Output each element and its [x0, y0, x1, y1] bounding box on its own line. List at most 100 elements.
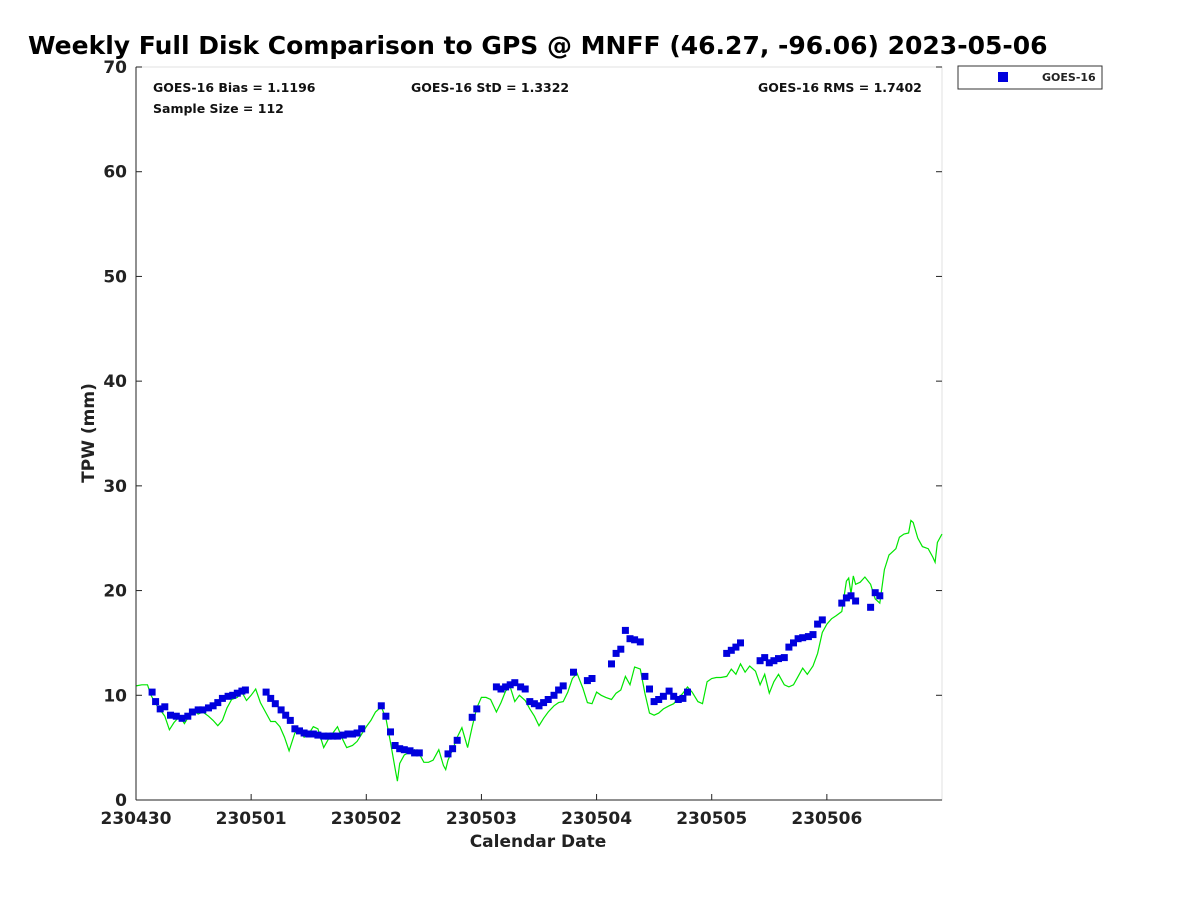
goes16-point — [684, 688, 691, 696]
x-tick-label: 230505 — [676, 809, 747, 829]
goes16-point — [241, 686, 249, 694]
legend-marker — [998, 72, 1008, 82]
goes16-point — [540, 699, 548, 707]
goes16-point — [497, 685, 505, 693]
goes16-point — [559, 682, 567, 690]
goes16-point — [650, 698, 658, 706]
y-tick-label: 70 — [103, 58, 127, 78]
goes16-point — [473, 705, 481, 713]
goes16-point — [468, 713, 476, 721]
y-tick-label: 0 — [115, 791, 127, 811]
goes16-point — [852, 597, 860, 605]
y-tick-label: 60 — [103, 163, 127, 183]
x-tick-label: 230504 — [561, 809, 632, 829]
goes16-point — [770, 657, 778, 665]
goes16-point — [172, 712, 180, 720]
goes16-point — [555, 686, 563, 694]
goes16-point — [156, 705, 164, 713]
goes16-point — [588, 675, 596, 682]
goes16-point — [194, 706, 202, 714]
stat-bias: GOES-16 Bias = 1.1196 — [153, 80, 316, 95]
x-tick-group: 230430 230501 230502 230503 230504 230505 2305… — [101, 794, 862, 829]
goes16-point — [224, 692, 232, 700]
goes16-point — [344, 730, 352, 738]
goes16-point — [679, 694, 687, 702]
goes16-point — [570, 668, 577, 676]
goes16-point — [799, 634, 807, 642]
x-tick-label: 230501 — [216, 809, 287, 829]
chart-title: Weekly Full Disk Comparison to GPS @ MNF… — [28, 31, 1048, 60]
legend-label: GOES-16 — [1042, 71, 1096, 84]
y-axis-label: TPW (mm) — [79, 383, 99, 483]
goes16-point — [804, 633, 812, 641]
goes16-point — [794, 635, 802, 643]
goes16-point — [765, 659, 773, 667]
goes16-point — [214, 699, 222, 707]
goes16-point — [665, 687, 673, 695]
goes16-point — [233, 689, 241, 697]
goes16-point — [530, 700, 538, 708]
goes16-point — [876, 592, 884, 600]
goes16-point — [732, 643, 740, 651]
goes16-point — [391, 742, 399, 749]
goes16-point — [723, 649, 731, 657]
goes16-point — [631, 636, 639, 644]
goes16-point — [517, 683, 525, 691]
stat-sample-size: Sample Size = 112 — [153, 101, 284, 116]
goes16-point — [449, 745, 457, 753]
goes16-point — [670, 692, 678, 700]
goes16-point — [621, 626, 629, 634]
goes16-point — [818, 616, 826, 624]
goes16-point — [305, 730, 313, 738]
goes-points-layer — [148, 589, 884, 758]
goes16-point — [167, 711, 174, 719]
goes16-point — [406, 747, 414, 755]
x-axis-label: Calendar Date — [470, 832, 607, 852]
goes16-point — [152, 698, 160, 706]
goes16-point — [502, 683, 510, 691]
goes16-point — [358, 725, 366, 733]
goes16-point — [756, 657, 764, 665]
goes16-point — [809, 631, 817, 639]
goes16-point — [506, 681, 514, 689]
goes16-point — [396, 745, 404, 753]
goes16-point — [277, 706, 285, 714]
stat-std: GOES-16 StD = 1.3322 — [411, 80, 569, 95]
goes16-point — [659, 692, 667, 700]
goes16-point — [387, 728, 394, 736]
goes16-point — [780, 654, 788, 662]
goes16-point — [199, 706, 207, 714]
goes16-point — [511, 679, 519, 687]
goes16-point — [641, 672, 649, 680]
goes16-point — [309, 730, 317, 738]
goes16-point — [535, 702, 543, 710]
goes16-point — [544, 696, 552, 703]
x-tick-label: 230503 — [446, 809, 517, 829]
goes16-point — [229, 691, 237, 699]
goes16-point — [612, 649, 620, 657]
goes16-point — [775, 655, 782, 663]
goes16-point — [655, 696, 663, 703]
goes16-point — [262, 688, 270, 696]
goes16-point — [867, 603, 875, 611]
goes16-point — [842, 594, 850, 602]
goes16-point — [148, 688, 156, 696]
y-tick-label: 20 — [103, 582, 127, 602]
goes16-point — [300, 729, 308, 737]
goes16-point — [521, 685, 529, 693]
goes16-point — [608, 660, 615, 668]
y-tick-label: 30 — [103, 477, 127, 497]
goes16-point — [271, 700, 279, 708]
goes16-point — [282, 711, 290, 719]
legend: GOES-16 — [957, 65, 1103, 90]
goes16-point — [178, 714, 186, 722]
goes16-point — [415, 749, 423, 757]
goes16-point — [161, 703, 169, 711]
legend-box — [957, 65, 1103, 90]
goes16-point — [785, 643, 793, 651]
y-tick-group: 0 10 20 30 40 50 60 70 — [103, 58, 942, 811]
goes16-point — [339, 731, 347, 739]
goes16-point — [492, 683, 500, 691]
stat-rms: GOES-16 RMS = 1.7402 — [758, 80, 922, 95]
goes16-point — [349, 730, 356, 738]
